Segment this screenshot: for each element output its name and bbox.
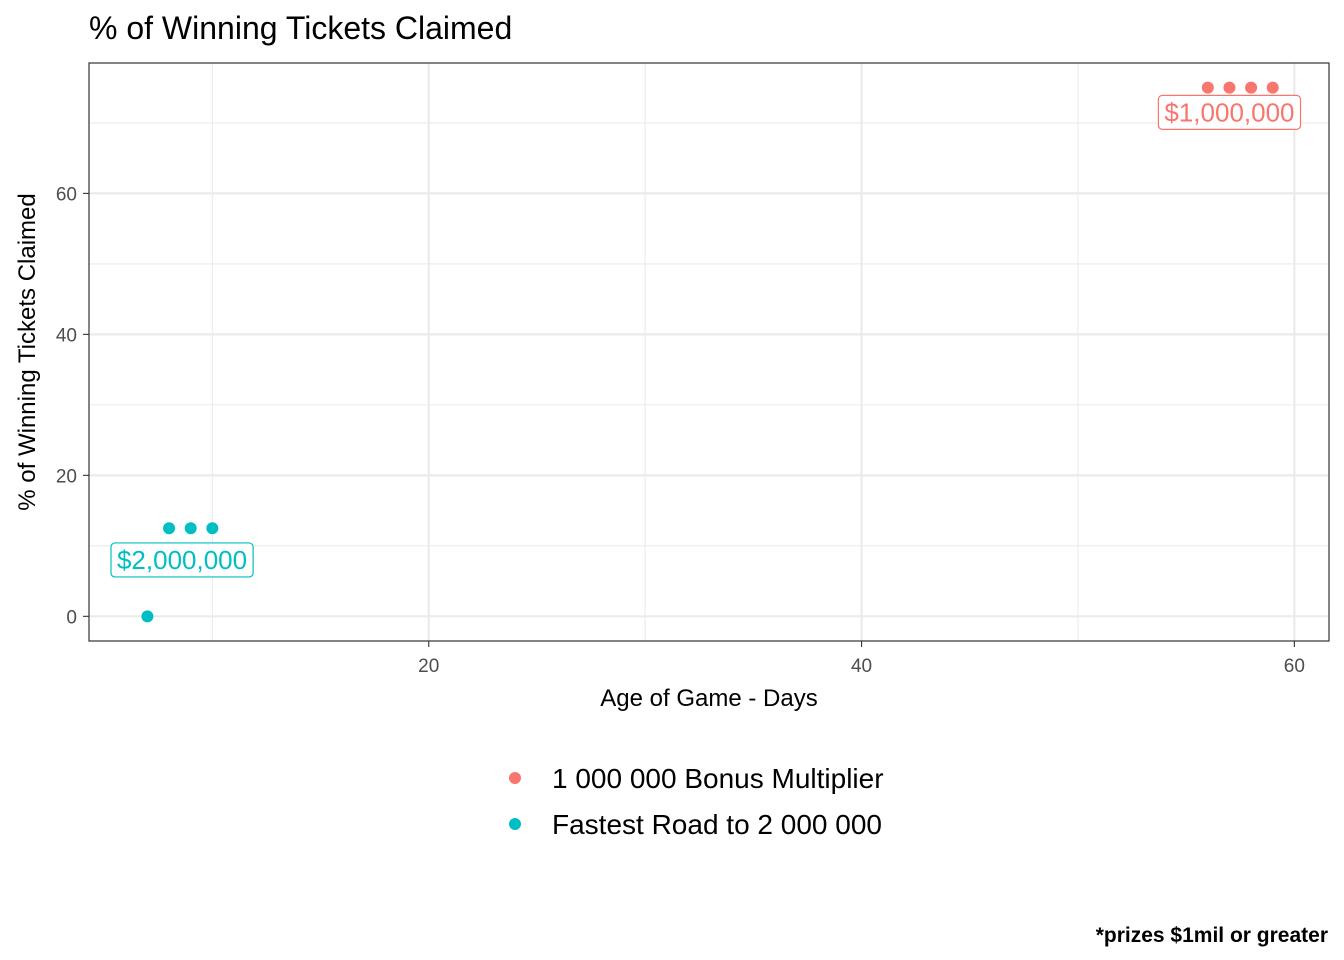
y-tick-label: 60	[56, 184, 77, 205]
legend: 1 000 000 Bonus Multiplier Fastest Road t…	[509, 763, 884, 840]
point-label-text: $1,000,000	[1164, 97, 1294, 127]
axis-ticks: 20 40 60 0 20 40 60	[56, 184, 1305, 677]
data-point	[1201, 81, 1214, 94]
point-label: $1,000,000	[1157, 94, 1302, 130]
y-axis-title: % of Winning Tickets Claimed	[14, 193, 41, 510]
data-point	[184, 522, 197, 535]
legend-key	[509, 818, 521, 830]
y-tick-label: 40	[56, 325, 77, 346]
data-points	[141, 81, 1279, 623]
data-point	[163, 522, 176, 535]
point-label-box	[110, 542, 254, 578]
x-tick-label: 60	[1284, 656, 1305, 677]
y-tick-label: 0	[66, 607, 77, 628]
x-axis-title: Age of Game - Days	[600, 685, 817, 712]
data-point	[206, 522, 219, 535]
legend-item: 1 000 000 Bonus Multiplier	[509, 763, 884, 794]
y-tick-label: 20	[56, 466, 77, 487]
chart-title: % of Winning Tickets Claimed	[89, 10, 512, 46]
plot-panel-border	[88, 62, 1330, 642]
x-tick-label: 20	[418, 656, 439, 677]
x-tick-label: 40	[851, 656, 872, 677]
caption: *prizes $1mil or greater	[1096, 924, 1328, 947]
data-point	[1266, 81, 1279, 94]
point-label-text: $2,000,000	[117, 545, 247, 575]
point-labels: $1,000,000 $2,000,000	[110, 94, 1302, 578]
grid	[89, 63, 1329, 641]
data-point	[141, 610, 154, 623]
data-point	[1223, 81, 1236, 94]
point-label: $2,000,000	[110, 542, 254, 578]
legend-item: Fastest Road to 2 000 000	[509, 809, 882, 840]
legend-key	[509, 772, 521, 784]
data-point	[1245, 81, 1258, 94]
point-label-box	[1157, 94, 1302, 130]
legend-label: 1 000 000 Bonus Multiplier	[552, 763, 884, 794]
legend-label: Fastest Road to 2 000 000	[552, 809, 882, 840]
